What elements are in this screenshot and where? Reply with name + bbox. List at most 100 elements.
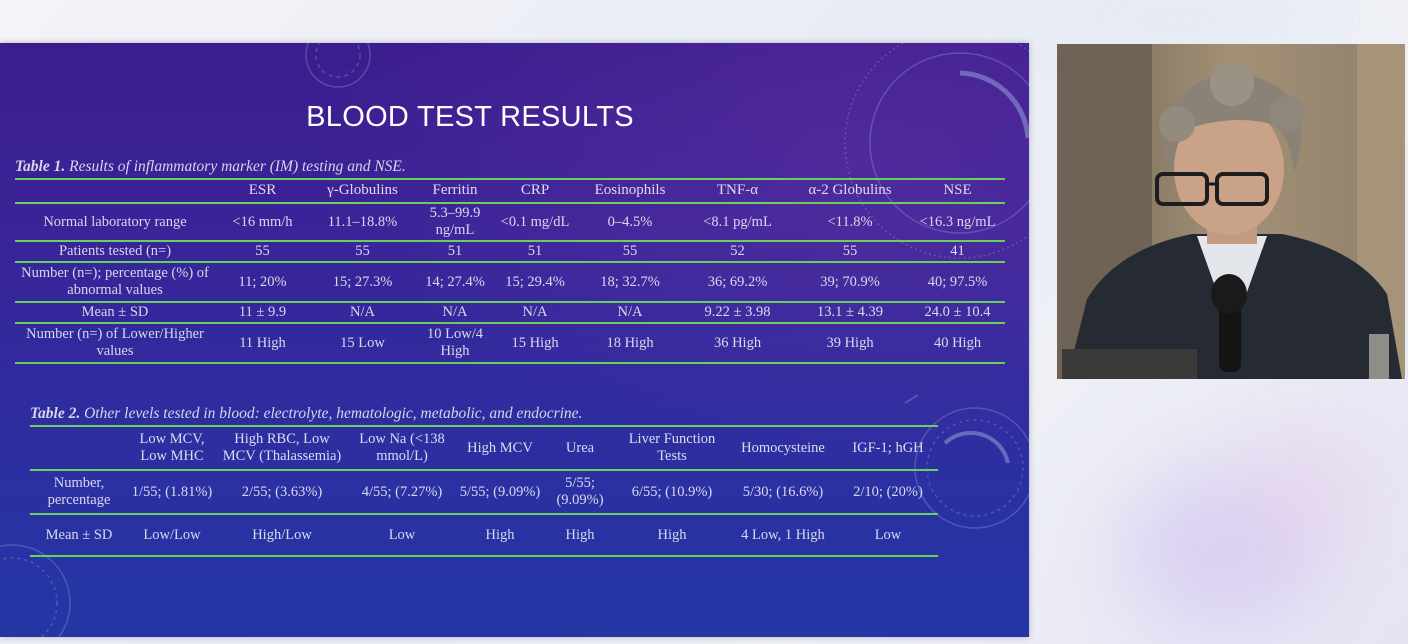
table-cell: 15; 29.4% — [495, 262, 575, 303]
table-header-row: Low MCV, Low MHC High RBC, Low MCV (Thal… — [30, 425, 938, 471]
table-cell: 18 High — [575, 323, 685, 364]
table-header-row: ESR γ-Globulins Ferritin CRP Eosinophils… — [15, 178, 1005, 204]
table-cell: High — [616, 514, 728, 557]
table-row: Patients tested (n=) 55 55 51 51 55 52 5… — [15, 241, 1005, 263]
table-cell: 39 High — [790, 323, 910, 364]
table-cell: 15 Low — [310, 323, 415, 364]
background-glow — [1120, 470, 1320, 630]
table-row: Mean ± SD Low/Low High/Low Low High High… — [30, 514, 938, 557]
table-cell: 5/30; (16.6%) — [728, 470, 838, 515]
table-header-cell: γ-Globulins — [310, 178, 415, 204]
table-cell: 5/55; (9.09%) — [544, 470, 616, 515]
table-cell: 51 — [495, 241, 575, 263]
table-cell: 11; 20% — [215, 262, 310, 303]
background-glow — [1050, 0, 1310, 40]
table-row-header: Mean ± SD — [30, 514, 128, 557]
table-cell: 36 High — [685, 323, 790, 364]
table-cell: 52 — [685, 241, 790, 263]
table-cell: 0–4.5% — [575, 203, 685, 242]
table-cell: <0.1 mg/dL — [495, 203, 575, 242]
table-cell: 2/55; (3.63%) — [216, 470, 348, 515]
table-cell: 10 Low/4 High — [415, 323, 495, 364]
table-cell: Low — [838, 514, 938, 557]
table-header-cell: Urea — [544, 425, 616, 471]
table-cell: 55 — [310, 241, 415, 263]
table-header-cell: Liver Function Tests — [616, 425, 728, 471]
table-cell: Low — [348, 514, 456, 557]
table-cell: Low/Low — [128, 514, 216, 557]
table-header-cell — [15, 178, 215, 204]
table-cell: 36; 69.2% — [685, 262, 790, 303]
table-cell: 4 Low, 1 High — [728, 514, 838, 557]
table-cell: 1/55; (1.81%) — [128, 470, 216, 515]
table-header-cell: NSE — [910, 178, 1005, 204]
table-cell: N/A — [415, 302, 495, 324]
table-cell: High/Low — [216, 514, 348, 557]
table-cell: 24.0 ± 10.4 — [910, 302, 1005, 324]
slide-title: BLOOD TEST RESULTS — [306, 101, 634, 133]
table1-caption-text: Results of inflammatory marker (IM) test… — [69, 158, 406, 175]
table-cell: 5.3–99.9 ng/mL — [415, 203, 495, 242]
table-cell: <11.8% — [790, 203, 910, 242]
table-row: Mean ± SD 11 ± 9.9 N/A N/A N/A N/A 9.22 … — [15, 302, 1005, 324]
speaker-illustration — [1057, 44, 1405, 379]
table-row: Number (n=) of Lower/Higher values 11 Hi… — [15, 323, 1005, 364]
table1-caption: Table 1. Results of inflammatory marker … — [15, 158, 406, 176]
table-cell: <16 mm/h — [215, 203, 310, 242]
table-cell: 55 — [215, 241, 310, 263]
table-row: Number (n=); percentage (%) of abnormal … — [15, 262, 1005, 303]
table-header-cell — [30, 425, 128, 471]
speaker-video-feed — [1057, 44, 1405, 379]
table-row-header: Mean ± SD — [15, 302, 215, 324]
table-row: Number, percentage 1/55; (1.81%) 2/55; (… — [30, 470, 938, 515]
table-cell: 5/55; (9.09%) — [456, 470, 544, 515]
table-header-cell: CRP — [495, 178, 575, 204]
table-cell: 6/55; (10.9%) — [616, 470, 728, 515]
table-cell: 2/10; (20%) — [838, 470, 938, 515]
table-header-cell: Ferritin — [415, 178, 495, 204]
table-header-cell: IGF-1; hGH — [838, 425, 938, 471]
table-cell: 55 — [790, 241, 910, 263]
table2-caption-text: Other levels tested in blood: electrolyt… — [84, 405, 583, 422]
table-cell: 9.22 ± 3.98 — [685, 302, 790, 324]
table-cell: N/A — [575, 302, 685, 324]
table-cell: 39; 70.9% — [790, 262, 910, 303]
table-cell: 13.1 ± 4.39 — [790, 302, 910, 324]
table-row-header: Normal laboratory range — [15, 203, 215, 242]
table-row-header: Number (n=) of Lower/Higher values — [15, 323, 215, 364]
table-cell: 40 High — [910, 323, 1005, 364]
table-cell: High — [456, 514, 544, 557]
table-header-cell: Low MCV, Low MHC — [128, 425, 216, 471]
table1-caption-label: Table 1. — [15, 158, 66, 175]
table-cell: 55 — [575, 241, 685, 263]
table-cell: 40; 97.5% — [910, 262, 1005, 303]
table-cell: 18; 32.7% — [575, 262, 685, 303]
other-blood-levels-table: Low MCV, Low MHC High RBC, Low MCV (Thal… — [30, 425, 938, 557]
table-header-cell: Low Na (<138 mmol/L) — [348, 425, 456, 471]
table-header-cell: ESR — [215, 178, 310, 204]
table-header-cell: High MCV — [456, 425, 544, 471]
table-cell: 11.1–18.8% — [310, 203, 415, 242]
table-header-cell: High RBC, Low MCV (Thalassemia) — [216, 425, 348, 471]
table-cell: 51 — [415, 241, 495, 263]
table2-caption: Table 2. Other levels tested in blood: e… — [30, 405, 582, 423]
table-cell: 4/55; (7.27%) — [348, 470, 456, 515]
table-header-cell: Eosinophils — [575, 178, 685, 204]
table-cell: <16.3 ng/mL — [910, 203, 1005, 242]
table-cell: N/A — [310, 302, 415, 324]
table-row-header: Patients tested (n=) — [15, 241, 215, 263]
table-cell: 41 — [910, 241, 1005, 263]
inflammatory-marker-table: ESR γ-Globulins Ferritin CRP Eosinophils… — [15, 178, 1005, 364]
table-cell: 15 High — [495, 323, 575, 364]
table-row-header: Number (n=); percentage (%) of abnormal … — [15, 262, 215, 303]
table-cell: High — [544, 514, 616, 557]
table-header-cell: Homocysteine — [728, 425, 838, 471]
table-cell: N/A — [495, 302, 575, 324]
table-cell: <8.1 pg/mL — [685, 203, 790, 242]
table-row: Normal laboratory range <16 mm/h 11.1–18… — [15, 203, 1005, 242]
background-glow — [1240, 420, 1380, 560]
table-header-cell: TNF-α — [685, 178, 790, 204]
table-header-cell: α-2 Globulins — [790, 178, 910, 204]
table2-caption-label: Table 2. — [30, 405, 81, 422]
table-cell: 11 ± 9.9 — [215, 302, 310, 324]
